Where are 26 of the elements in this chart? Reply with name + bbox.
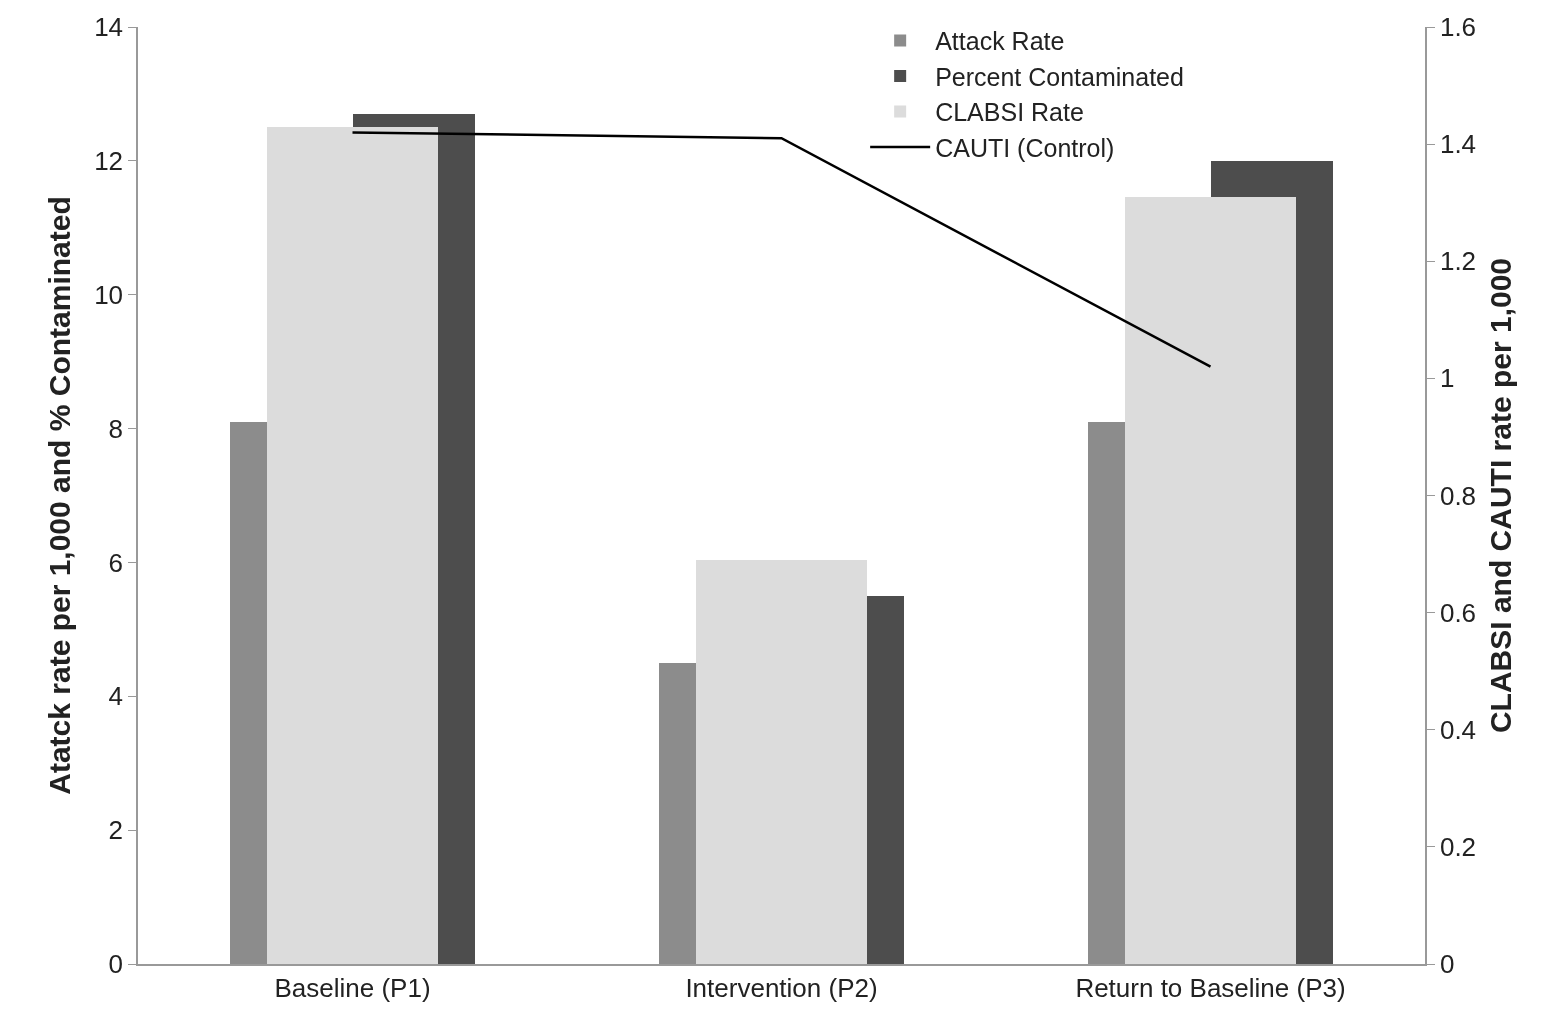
y2-axis-title: CLABSI and CAUTI rate per 1,000 [1484, 257, 1518, 734]
y-tick-label: 2 [108, 815, 124, 846]
y2-tick-label: 1.2 [1439, 246, 1477, 277]
y2-tick-label: 0 [1439, 949, 1455, 980]
y-tick-label: 6 [108, 547, 124, 578]
y2-tick-label: 1.6 [1439, 12, 1477, 43]
legend-label: CAUTI (Control) [935, 133, 1115, 162]
legend-label: Attack Rate [935, 27, 1065, 56]
y-tick-label: 10 [94, 279, 124, 310]
x-tick-label: Intervention (P2) [685, 972, 878, 1003]
y2-tick-label: 1.4 [1439, 129, 1477, 160]
y2-tick-label: 0.6 [1439, 597, 1477, 628]
y-tick-label: 8 [108, 413, 124, 444]
legend-label: CLABSI Rate [935, 98, 1084, 127]
y-tick-label: 12 [94, 145, 124, 176]
y2-tick-label: 0.4 [1439, 714, 1477, 745]
legend-label: Percent Contaminated [935, 62, 1184, 91]
y-tick-label: 14 [94, 12, 124, 43]
y2-tick-label: 0.2 [1439, 831, 1477, 862]
x-tick-label: Baseline (P1) [274, 972, 431, 1003]
y2-tick-label: 1 [1439, 363, 1455, 394]
y2-tick-label: 0.8 [1439, 480, 1477, 511]
x-tick-label: Return to Baseline (P3) [1075, 972, 1346, 1003]
y-axis-title: Atatck rate per 1,000 and % Contaminated [42, 196, 76, 795]
y-tick-label: 0 [108, 949, 124, 980]
y-tick-label: 4 [108, 681, 124, 712]
